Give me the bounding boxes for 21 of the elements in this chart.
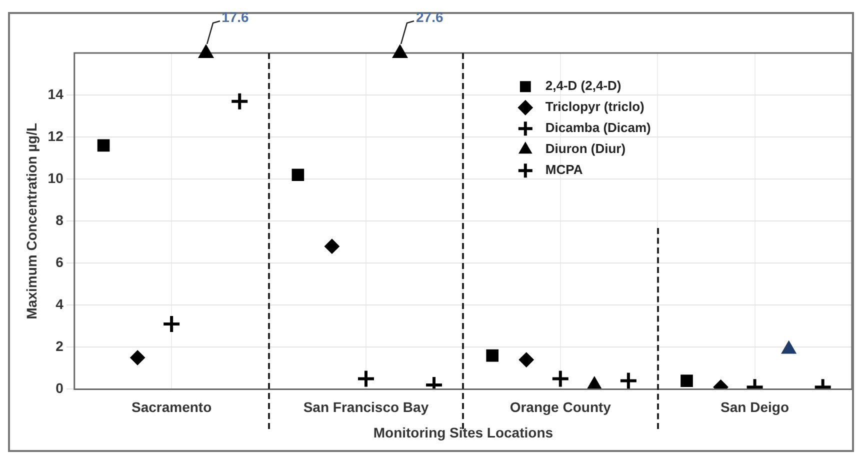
y-tick-label: 14: [48, 86, 64, 102]
x-axis-title: Monitoring Sites Locations: [373, 424, 554, 440]
y-tick-label: 12: [48, 128, 64, 144]
x-tick-label: Sacramento: [132, 399, 212, 416]
y-tick-label: 6: [56, 254, 64, 270]
x-tick-label: Orange County: [510, 399, 612, 416]
legend-label: 2,4-D (2,4-D): [545, 78, 622, 94]
legend-label: Dicamba (Dicam): [545, 120, 651, 136]
x-tick-label: San Deigo: [720, 399, 790, 416]
legend-label: Diuron (Diur): [545, 141, 626, 156]
x-tick-label: San Francisco Bay: [303, 399, 429, 416]
y-tick-label: 10: [48, 170, 64, 186]
text: 27.6: [416, 9, 444, 25]
text: 17.6: [222, 9, 249, 25]
y-tick-label: 2: [56, 338, 64, 354]
y-tick-label: 4: [56, 296, 64, 312]
y-axis-title: Maximum Concentration µg/L: [23, 122, 40, 320]
legend-label: MCPA: [545, 162, 584, 178]
y-tick-label: 0: [56, 380, 64, 396]
y-tick-label: 8: [56, 212, 64, 228]
legend-label: Triclopyr (triclo): [545, 99, 644, 114]
